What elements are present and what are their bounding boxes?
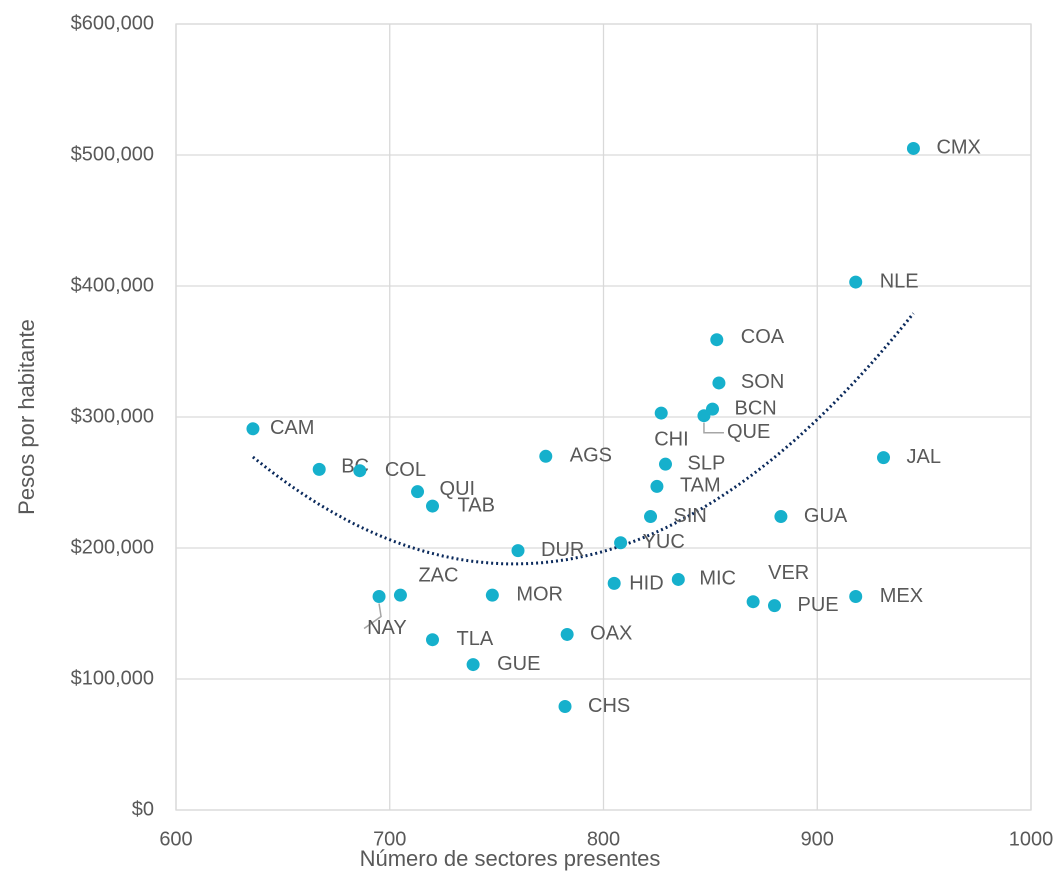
- point-label: YUC: [643, 531, 685, 553]
- point-label: NAY: [367, 617, 407, 639]
- leader-line: [363, 603, 382, 630]
- point-label: COA: [741, 326, 785, 348]
- point-label: SLP: [687, 452, 725, 474]
- point: [607, 576, 621, 590]
- point-label: TLA: [457, 628, 494, 650]
- x-tick-label: 700: [373, 828, 406, 850]
- point: [644, 510, 658, 524]
- point-label: BCN: [735, 397, 777, 419]
- point-label: TAM: [680, 475, 721, 497]
- point-label: COL: [385, 459, 426, 481]
- point-label: MEX: [880, 585, 923, 607]
- point-label: SON: [741, 371, 784, 393]
- y-axis-title: Pesos por habitante: [14, 319, 39, 515]
- point: [511, 544, 525, 558]
- point: [768, 599, 781, 613]
- point: [877, 451, 891, 465]
- point-label: CHI: [654, 428, 688, 450]
- point-label: MIC: [699, 568, 736, 590]
- point-label: DUR: [541, 539, 584, 561]
- point: [426, 633, 439, 647]
- point: [712, 376, 726, 390]
- point-label: CAM: [270, 417, 314, 439]
- y-tick-label: $200,000: [71, 536, 154, 558]
- point: [485, 588, 499, 602]
- point: [426, 499, 439, 513]
- point: [614, 536, 628, 550]
- point-label: SIN: [674, 505, 707, 527]
- y-tick-label: $400,000: [71, 274, 154, 296]
- y-tick-label: $0: [132, 798, 154, 820]
- point-label: OAX: [590, 623, 632, 645]
- point: [558, 700, 572, 714]
- x-tick-label: 600: [159, 828, 192, 850]
- point-label: CMX: [936, 137, 980, 159]
- y-tick-label: $500,000: [71, 143, 154, 165]
- x-tick-label: 1000: [1009, 828, 1054, 850]
- point: [372, 589, 386, 603]
- point: [849, 275, 863, 289]
- point-label: JAL: [907, 446, 941, 468]
- point: [710, 333, 724, 347]
- point: [671, 572, 685, 586]
- x-tick-label: 900: [801, 828, 834, 850]
- point: [650, 479, 664, 493]
- point: [539, 449, 553, 463]
- point-label: PUE: [798, 594, 839, 616]
- point: [654, 406, 668, 420]
- point: [560, 627, 574, 641]
- x-tick-label: 800: [587, 828, 620, 850]
- point: [774, 510, 788, 524]
- point-label: TAB: [458, 494, 495, 516]
- point-label: QUE: [727, 421, 770, 443]
- point: [849, 589, 863, 603]
- point: [746, 595, 760, 609]
- point: [658, 457, 672, 471]
- point: [246, 422, 260, 436]
- y-tick-label: $300,000: [71, 405, 154, 427]
- point-label: ZAC: [418, 564, 458, 586]
- point: [411, 485, 425, 499]
- y-tick-label: $100,000: [71, 667, 154, 689]
- trendline: [251, 312, 915, 566]
- point-label: MOR: [516, 583, 563, 605]
- point-label: CHS: [588, 695, 630, 717]
- point-label: QUI: [440, 478, 476, 500]
- point: [312, 462, 326, 476]
- x-axis-title: Número de sectores presentes: [360, 846, 661, 871]
- point: [466, 658, 480, 672]
- y-tick-label: $600,000: [71, 12, 154, 34]
- point: [393, 588, 407, 602]
- point-label: AGS: [570, 445, 612, 467]
- leader-line: [703, 422, 724, 434]
- point-label: VER: [768, 562, 809, 584]
- point: [353, 464, 367, 478]
- point: [706, 402, 720, 416]
- point-label: GUA: [804, 505, 848, 527]
- point-label: HID: [629, 573, 663, 595]
- point: [906, 141, 920, 155]
- point-label: NLE: [880, 270, 919, 292]
- point-label: GUE: [497, 653, 540, 675]
